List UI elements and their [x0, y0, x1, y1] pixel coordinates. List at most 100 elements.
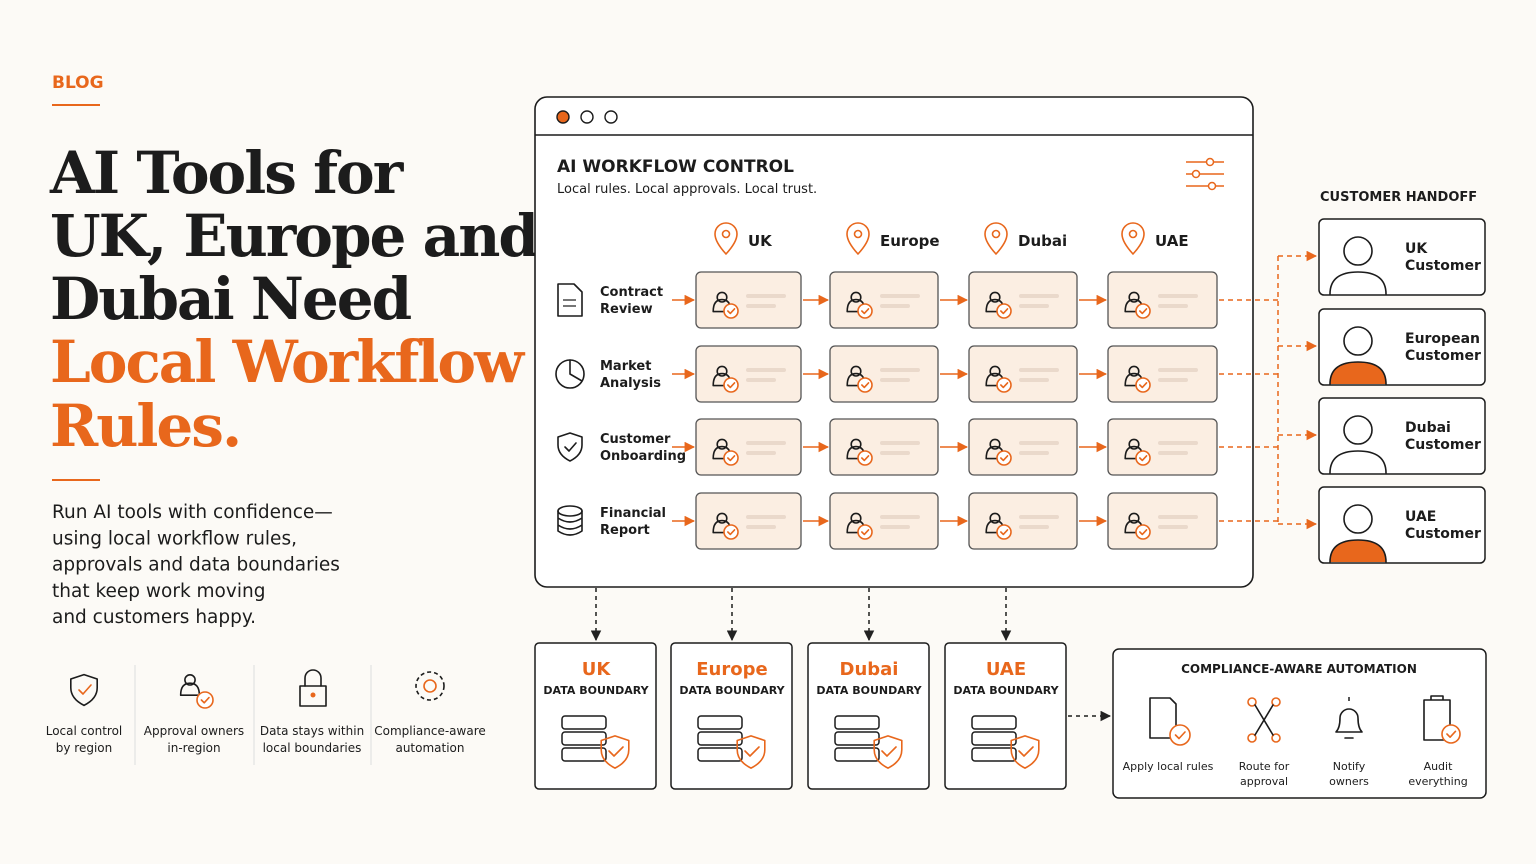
card-line [1019, 441, 1059, 445]
card-line [1019, 378, 1049, 382]
workflow-label: Analysis [600, 376, 661, 391]
icon-shape [736, 735, 766, 769]
icon-shape [1139, 382, 1148, 389]
card-line [746, 294, 786, 298]
server-unit [971, 747, 1017, 762]
icon-shape [564, 442, 577, 452]
automation-step: Apply local rules [1123, 760, 1214, 773]
approval-card [695, 271, 802, 329]
icon-shape [299, 685, 327, 707]
icon-shape [70, 673, 98, 707]
region-label: UK [748, 232, 773, 250]
intro-text: Run AI tools with confidence— [52, 502, 333, 523]
slider-knob [1205, 157, 1215, 167]
icon-shape [861, 308, 870, 315]
icon-shape [861, 529, 870, 536]
icon-shape [608, 746, 624, 757]
icon-shape [1121, 222, 1145, 255]
feature-label: Local control [46, 724, 123, 738]
approval-card [968, 345, 1078, 403]
card-line [880, 378, 910, 382]
icon-shape [846, 222, 870, 255]
headline-highlight: Rules. [50, 392, 240, 460]
card-line [1158, 304, 1188, 308]
approval-card [1107, 271, 1218, 329]
server-unit [561, 715, 607, 730]
icon-shape [1254, 704, 1274, 736]
lock-dot [310, 692, 316, 698]
customer-label: European [1405, 331, 1480, 347]
boundary-label: DATA BOUNDARY [953, 684, 1059, 697]
check-badge [996, 377, 1012, 393]
check-badge [1135, 303, 1151, 319]
check-badge [996, 303, 1012, 319]
region-label: UAE [1155, 232, 1189, 250]
customer-label: Customer [1405, 348, 1481, 364]
route-node [1247, 733, 1257, 743]
check-badge [723, 377, 739, 393]
person-head [716, 291, 728, 303]
feature-label: Data stays within [260, 724, 364, 738]
server-unit [834, 731, 880, 746]
person-head [989, 291, 1001, 303]
feature-label: by region [56, 741, 112, 755]
card-line [1019, 515, 1059, 519]
icon-shape [569, 359, 583, 382]
feature-label: local boundaries [263, 741, 362, 755]
icon-shape [1010, 735, 1040, 769]
card-line [880, 294, 920, 298]
automation-step: owners [1329, 775, 1369, 788]
card-line [1158, 378, 1188, 382]
workflow-label: Onboarding [600, 449, 686, 464]
approval-card [1107, 345, 1218, 403]
icon-shape [984, 222, 1008, 255]
customer-label: Dubai [1405, 420, 1451, 436]
icon-shape [557, 432, 583, 462]
person-head [1128, 512, 1140, 524]
check-badge [196, 691, 214, 709]
check-badge [1441, 724, 1461, 744]
icon-shape [1000, 308, 1009, 315]
headline: AI Tools for [49, 139, 405, 207]
automation-step: Route for [1239, 760, 1290, 773]
icon-shape [1174, 731, 1186, 740]
window-title: AI WORKFLOW CONTROL [557, 157, 794, 177]
boundary-region: Dubai [840, 659, 899, 680]
approval-card [829, 271, 939, 329]
check-badge [1135, 377, 1151, 393]
check-badge [857, 524, 873, 540]
server-unit [834, 715, 880, 730]
check-badge [996, 450, 1012, 466]
icon-shape [727, 382, 736, 389]
approval-card [968, 271, 1078, 329]
automation-step: Notify [1333, 760, 1366, 773]
icon-shape [714, 222, 738, 255]
card-line [880, 368, 920, 372]
card-line [880, 441, 920, 445]
region-label: Europe [880, 232, 940, 250]
person-head [989, 512, 1001, 524]
slider-knob [1207, 181, 1217, 191]
server-unit [561, 747, 607, 762]
server-unit [697, 731, 743, 746]
check-badge [1135, 450, 1151, 466]
icon-shape [1446, 730, 1457, 738]
card-line [1158, 441, 1198, 445]
icon-shape [881, 746, 897, 757]
intro-text: using local workflow rules, [52, 528, 297, 549]
check-badge [723, 524, 739, 540]
headline-highlight: Local Workflow [50, 328, 526, 396]
icon-shape [1000, 382, 1009, 389]
customer-label: UAE [1405, 509, 1436, 525]
check-badge [996, 524, 1012, 540]
check-badge [857, 450, 873, 466]
pin-dot [853, 229, 863, 239]
window-dot [580, 110, 594, 124]
person-head [716, 512, 728, 524]
gear [415, 671, 445, 701]
boundary-label: DATA BOUNDARY [543, 684, 649, 697]
workflow-label: Customer [600, 432, 671, 447]
automation-card [1112, 648, 1487, 799]
card-line [746, 368, 786, 372]
icon-shape [1139, 529, 1148, 536]
